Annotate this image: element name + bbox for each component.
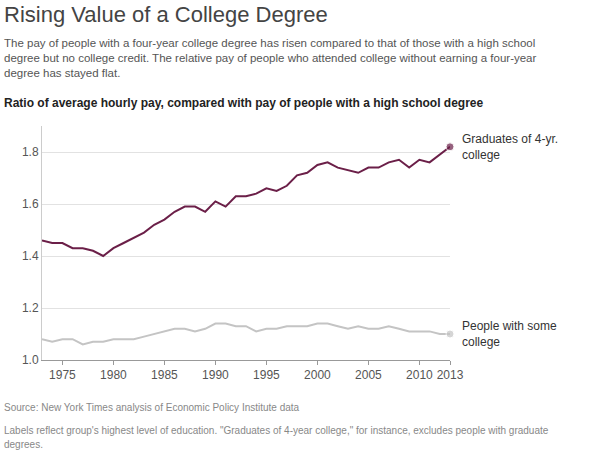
html-text:The pay of people with a four-: The pay of people with a four-year colle…	[4, 37, 537, 79]
html-text:Source: New York Times analysi: Source: New York Times analysis of Econo…	[4, 402, 300, 413]
svg-text:1975: 1975	[49, 368, 76, 382]
html-text:Labels reflect group's highest: Labels reflect group's highest level of …	[4, 425, 549, 450]
svg-text:1995: 1995	[253, 368, 280, 382]
svg-text:1.6: 1.6	[22, 197, 39, 211]
svg-text:1.8: 1.8	[22, 145, 39, 159]
svg-text:1990: 1990	[202, 368, 229, 382]
svg-text:2010: 2010	[406, 368, 433, 382]
svg-text:1.0: 1.0	[22, 353, 39, 367]
svg-text:2005: 2005	[355, 368, 382, 382]
svg-text:1.2: 1.2	[22, 301, 39, 315]
svg-text:1980: 1980	[100, 368, 127, 382]
svg-text:2000: 2000	[304, 368, 331, 382]
svg-text:1.4: 1.4	[22, 249, 39, 263]
svg-text:Graduates of 4-yr.college: Graduates of 4-yr.college	[462, 132, 558, 162]
html-text:Rising Value of a College Degr: Rising Value of a College Degree	[4, 2, 328, 27]
svg-text:People with somecollege: People with somecollege	[462, 319, 557, 349]
html-text:Ratio of average hourly pay, c: Ratio of average hourly pay, compared wi…	[4, 96, 484, 110]
svg-text:2013: 2013	[437, 368, 464, 382]
svg-text:1985: 1985	[151, 368, 178, 382]
